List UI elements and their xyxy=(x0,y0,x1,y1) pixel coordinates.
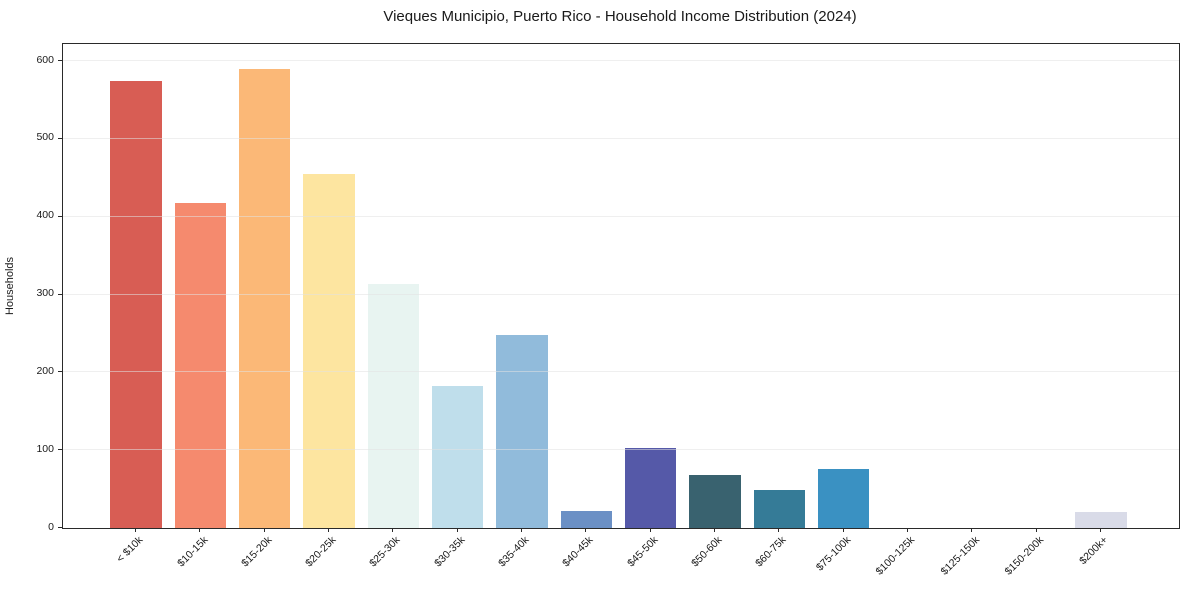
y-tick-mark-100 xyxy=(58,449,62,451)
x-tick-label-$15-20k: $15-20k xyxy=(238,534,275,570)
x-tick-label-$150-200k: $150-200k xyxy=(1002,534,1047,578)
x-tick-mark-$60-75k xyxy=(778,528,780,532)
y-tick-mark-500 xyxy=(58,137,62,139)
x-tick-label-$45-50k: $45-50k xyxy=(624,534,661,570)
x-tick-mark-< $10k xyxy=(135,528,137,532)
y-tick-mark-0 xyxy=(58,527,62,528)
x-tick-mark-$125-150k xyxy=(971,528,973,532)
plot-area xyxy=(62,43,1180,529)
x-tick-label-$60-75k: $60-75k xyxy=(753,534,789,570)
x-tick-mark-$150-200k xyxy=(1035,528,1037,532)
bar-$35-40k xyxy=(496,335,548,528)
y-tick-label-600: 600 xyxy=(36,53,54,66)
bar-$20-25k xyxy=(303,173,355,528)
x-tick-label-< $10k: < $10k xyxy=(114,534,146,565)
y-tick-label-200: 200 xyxy=(36,364,54,377)
x-tick-label-$35-40k: $35-40k xyxy=(496,534,532,570)
gridline-y100 xyxy=(63,449,1179,451)
bar-$30-35k xyxy=(431,386,484,528)
y-tick-mark-300 xyxy=(58,293,62,295)
y-tick-label-300: 300 xyxy=(36,287,54,300)
bar-$25-30k xyxy=(367,284,420,528)
x-tick-label-$25-30k: $25-30k xyxy=(367,534,403,570)
bar-$40-45k xyxy=(560,510,613,528)
x-tick-label-$125-150k: $125-150k xyxy=(938,534,982,578)
x-tick-mark-$40-45k xyxy=(585,528,587,532)
y-axis-label: Households xyxy=(4,256,16,316)
x-tick-mark-$10-15k xyxy=(199,528,201,532)
y-tick-mark-400 xyxy=(58,215,62,217)
y-tick-label-100: 100 xyxy=(36,442,54,455)
gridline-y200 xyxy=(63,371,1179,373)
bar-$50-60k xyxy=(689,475,741,528)
x-tick-label-$10-15k: $10-15k xyxy=(174,534,210,570)
bar-< $10k xyxy=(110,80,162,528)
bar-$60-75k xyxy=(753,489,805,528)
x-tick-label-$50-60k: $50-60k xyxy=(689,534,725,570)
x-tick-mark-$200k+ xyxy=(1099,528,1101,532)
x-tick-mark-$50-60k xyxy=(713,528,715,532)
x-tick-label-$40-45k: $40-45k xyxy=(560,534,596,570)
gridline-y300 xyxy=(63,293,1179,295)
bar-$200k+ xyxy=(1075,511,1127,528)
x-tick-mark-$75-100k xyxy=(842,528,844,532)
x-tick-mark-$25-30k xyxy=(392,528,394,532)
x-tick-mark-$30-35k xyxy=(456,528,458,532)
y-tick-mark-600 xyxy=(58,60,62,62)
y-tick-label-0: 0 xyxy=(48,520,54,533)
x-tick-mark-$45-50k xyxy=(649,528,651,532)
bar-$75-100k xyxy=(817,468,870,528)
y-tick-label-500: 500 xyxy=(36,131,54,144)
gridline-y600 xyxy=(63,60,1179,62)
x-tick-label-$200k+: $200k+ xyxy=(1077,534,1111,568)
y-tick-mark-200 xyxy=(58,371,62,373)
gridline-y400 xyxy=(63,215,1179,217)
chart-title: Vieques Municipio, Puerto Rico - Househo… xyxy=(383,8,857,25)
x-tick-label-$75-100k: $75-100k xyxy=(813,534,854,574)
y-tick-label-400: 400 xyxy=(36,209,54,222)
bar-$10-15k xyxy=(174,202,227,528)
x-tick-mark-$20-25k xyxy=(328,528,330,532)
x-tick-mark-$35-40k xyxy=(521,528,523,532)
x-tick-label-$100-125k: $100-125k xyxy=(873,534,918,578)
bar-$15-20k xyxy=(239,68,291,528)
x-tick-label-$30-35k: $30-35k xyxy=(431,534,468,570)
x-tick-mark-$100-125k xyxy=(906,528,908,532)
gridline-y500 xyxy=(63,137,1179,139)
bar-$45-50k xyxy=(624,447,677,528)
x-tick-label-$20-25k: $20-25k xyxy=(303,534,339,570)
x-tick-mark-$15-20k xyxy=(263,528,265,532)
